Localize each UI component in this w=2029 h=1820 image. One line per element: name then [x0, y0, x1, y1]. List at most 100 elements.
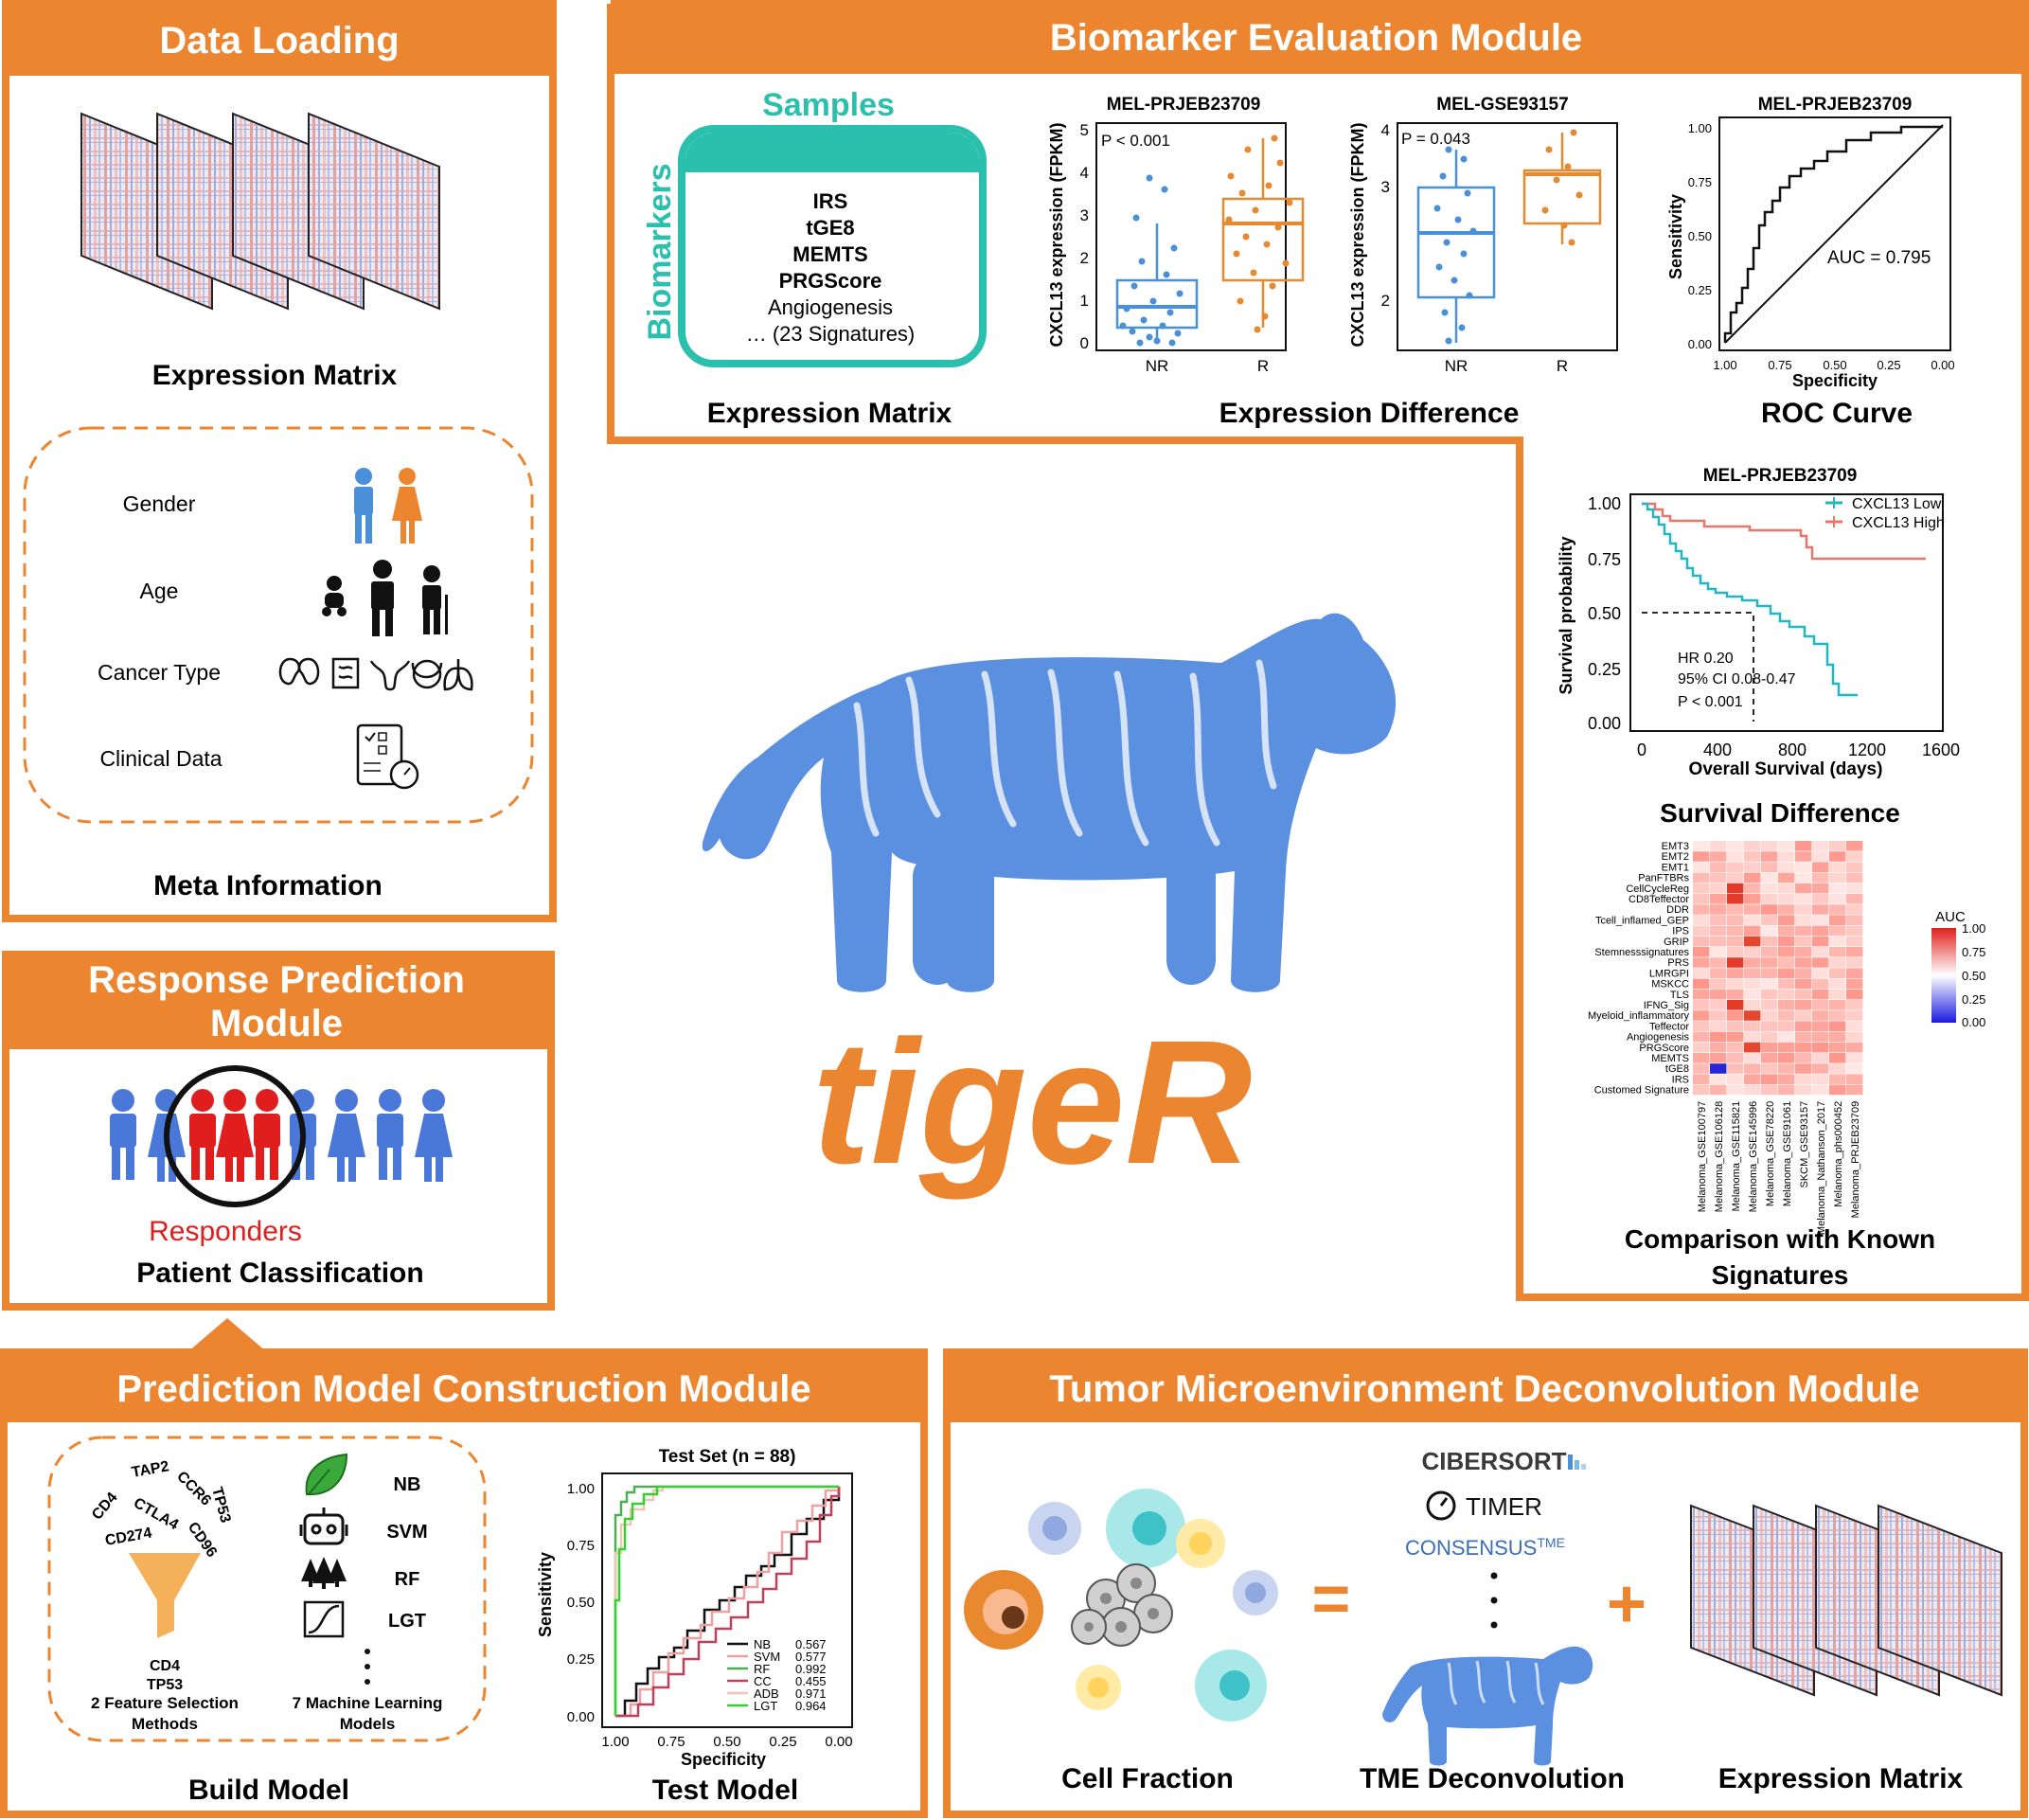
heatmap-cell — [1846, 883, 1863, 894]
heatmap-row-label: Customed Signature — [1594, 1085, 1689, 1097]
heatmap-cell — [1761, 915, 1778, 925]
samples-label: Samples — [762, 87, 895, 123]
km-ytick: 0.00 — [1588, 714, 1621, 733]
caption-tme-deconvolution: TME Deconvolution — [1360, 1763, 1625, 1794]
roc-xlabel: Specificity — [1792, 371, 1878, 390]
heatmap-cell — [1795, 872, 1812, 883]
build-model-caption: Build Model — [188, 1775, 349, 1806]
heatmap-cell — [1727, 862, 1744, 872]
heatmap-cell — [1761, 978, 1778, 990]
heatmap-cell — [1710, 1063, 1727, 1074]
biomarker-item: MEMTS — [792, 242, 867, 266]
km-ytick: 0.25 — [1588, 660, 1621, 679]
heatmap-cell — [1710, 915, 1727, 925]
heatmap-cell — [1727, 989, 1744, 1000]
heatmap-cell — [1795, 1053, 1812, 1063]
roc-ytick: 0.75 — [1688, 175, 1712, 189]
heatmap-cell — [1710, 851, 1727, 862]
heatmap-cell — [1778, 862, 1795, 872]
heatmap-column-label: Melanoma_GSE145996 — [1748, 1101, 1759, 1212]
heatmap-cell — [1829, 1010, 1846, 1021]
roc-ytick: 0.25 — [1688, 283, 1712, 297]
heatmap-cell — [1693, 1021, 1710, 1031]
patient-group-icon — [110, 1065, 453, 1207]
heatmap-cell — [1761, 904, 1778, 915]
biomarker-item: tGE8 — [806, 216, 854, 240]
heatmap-cell — [1795, 968, 1812, 978]
heatmap-cell — [1778, 894, 1795, 904]
heatmap-cell — [1795, 925, 1812, 937]
heatmap-row-label: GRIP — [1664, 937, 1689, 948]
box1-pvalue: P < 0.001 — [1101, 132, 1170, 150]
heatmap-cell — [1710, 1074, 1727, 1084]
heatmap-cell — [1829, 894, 1846, 904]
meta-gender-label: Gender — [123, 491, 196, 516]
heatmap-cell — [1693, 1031, 1710, 1043]
heatmap-cell — [1778, 851, 1795, 862]
heatmap-cell — [1744, 883, 1761, 894]
test-roc-ytick: 0.25 — [567, 1651, 595, 1668]
tiger-logo-text: tigeR — [812, 1005, 1253, 1201]
biomarker-item: … (23 Signatures) — [746, 322, 916, 346]
heatmap-cell — [1829, 1063, 1846, 1074]
heatmap-cell — [1829, 862, 1846, 872]
heatmap-cell — [1761, 1000, 1778, 1010]
heatmap-cell — [1812, 841, 1829, 851]
equals-sign: = — [1312, 1561, 1351, 1635]
heatmap-row-label: TLS — [1670, 990, 1689, 1001]
heatmap-cell — [1812, 883, 1829, 894]
heatmap-cell — [1710, 957, 1727, 968]
heatmap-cell — [1829, 841, 1846, 851]
heatmap-cell — [1744, 978, 1761, 990]
heatmap-cell — [1829, 936, 1846, 947]
km-xtick: 0 — [1637, 740, 1646, 759]
bladder-icon — [411, 659, 443, 689]
heatmap-cell — [1812, 904, 1829, 915]
test-roc-ytick: 0.50 — [567, 1595, 595, 1611]
heatmap-cell — [1778, 936, 1795, 947]
heatmap-cell — [1846, 1042, 1863, 1053]
heatmap-cell — [1795, 1063, 1812, 1074]
box1-ylabel: CXCL13 expression (FPKM) — [1047, 122, 1066, 347]
heatmap-column-label: Melanoma_PRJEB23709 — [1850, 1101, 1861, 1219]
roc-diagonal — [1724, 124, 1944, 344]
heatmap-cell — [1795, 894, 1812, 904]
box2-ytick: 3 — [1381, 178, 1390, 196]
heatmap-cell — [1761, 1042, 1778, 1053]
heatmap-cell — [1846, 915, 1863, 925]
heatmap-cell — [1778, 1053, 1795, 1063]
heatmap-cell — [1829, 925, 1846, 937]
heatmap-cell — [1761, 894, 1778, 904]
heatmap-row-label: PRGScore — [1639, 1043, 1689, 1054]
selected-gene: CD4 — [150, 1658, 180, 1674]
heatmap-cell — [1778, 1084, 1795, 1096]
tool-timer: TIMER — [1466, 1492, 1542, 1521]
km-ytick: 0.75 — [1588, 550, 1621, 569]
heatmap-cell — [1727, 894, 1744, 904]
heatmap-column-label: Melanoma_GSE91061 — [1782, 1101, 1793, 1206]
tool-consensus: CONSENSUSTME — [1405, 1535, 1565, 1560]
clinical-report-icon — [356, 723, 419, 790]
heatmap-cell — [1693, 978, 1710, 990]
gene-label: TAP2 — [131, 1458, 170, 1481]
caption-survival-difference: Survival Difference — [1660, 798, 1900, 828]
box2-title: MEL-GSE93157 — [1436, 95, 1568, 115]
heatmap-cell — [1778, 925, 1795, 937]
biomarker-evaluation-panel: Biomarker Evaluation Module Samples Biom… — [607, 0, 2029, 1301]
roc-curve-adb — [614, 1485, 839, 1716]
tiger-stripes — [853, 659, 1277, 847]
heatmap-cell — [1795, 851, 1812, 862]
heatmap-row-label: DDR — [1666, 904, 1689, 916]
heatmap-cell — [1829, 1042, 1846, 1053]
box1-ytick: 2 — [1080, 249, 1089, 267]
heatmap-cell — [1727, 1000, 1744, 1010]
uterus-icon — [369, 660, 411, 691]
more-models-dots — [365, 1649, 370, 1685]
heatmap-row-label: MSKCC — [1651, 979, 1689, 990]
legend-name: LGT — [754, 1699, 777, 1713]
heatmap-cell — [1710, 904, 1727, 915]
response-title-line1: Response Prediction — [88, 959, 465, 1001]
test-roc-xtick: 0.75 — [657, 1734, 685, 1750]
heatmap-row-label: PRS — [1667, 957, 1689, 969]
heatmap-column-label: Melanoma_GSE106128 — [1714, 1101, 1725, 1212]
